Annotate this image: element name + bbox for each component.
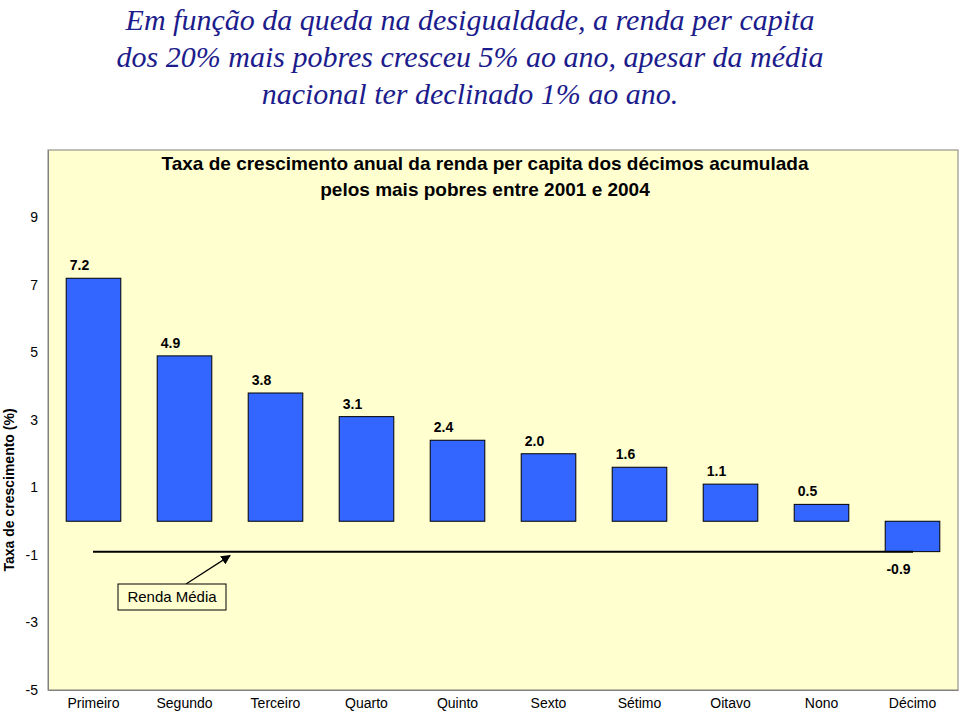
y-tick: -1 xyxy=(26,547,48,563)
data-label: 2.4 xyxy=(434,419,454,435)
bars xyxy=(66,278,940,551)
annotation-box xyxy=(118,584,226,610)
bar xyxy=(157,356,212,521)
x-tick-label: Nono xyxy=(805,695,839,711)
x-tick: Segundo xyxy=(156,690,212,711)
y-axis-title: Taxa de crescimento (%) xyxy=(1,408,17,571)
chart-title: Taxa de crescimento anual da renda per c… xyxy=(162,153,809,174)
headline-line: Em função da queda na desigualdade, a re… xyxy=(125,3,815,36)
data-label: 1.6 xyxy=(616,446,636,462)
y-tick-label: 5 xyxy=(30,344,38,360)
x-axis: Primeiro Segundo Terceiro Quarto Quinto Sexto… xyxy=(49,690,959,711)
headline-line: dos 20% mais pobres cresceu 5% ao ano, a… xyxy=(117,40,824,73)
y-tick: 5 xyxy=(30,344,48,360)
data-label: 4.9 xyxy=(161,335,181,351)
x-tick-label: Segundo xyxy=(156,695,212,711)
data-label: 3.8 xyxy=(252,372,272,388)
bar xyxy=(794,504,849,521)
y-tick: 7 xyxy=(30,277,48,293)
x-tick-label: Quarto xyxy=(345,695,388,711)
y-tick-label: -5 xyxy=(26,682,39,698)
data-label: 3.1 xyxy=(343,396,363,412)
bar xyxy=(703,484,758,521)
y-tick-label: 9 xyxy=(30,209,38,225)
data-labels: 7.2 4.9 3.8 3.1 2.4 2.0 1.6 1.1 0.5 -0.9 xyxy=(70,257,911,576)
x-tick-label: Sétimo xyxy=(618,695,662,711)
x-tick-label: Primeiro xyxy=(67,695,119,711)
bar xyxy=(248,393,303,521)
y-tick: -3 xyxy=(26,614,48,630)
y-axis: -5 -3 -1 1 3 5 7 9 xyxy=(26,151,49,698)
x-tick: Terceiro xyxy=(251,690,301,711)
y-tick-label: -1 xyxy=(26,547,39,563)
bar xyxy=(66,278,121,521)
x-tick: Sétimo xyxy=(618,690,662,711)
bar xyxy=(430,440,485,521)
y-tick: 1 xyxy=(30,479,48,495)
y-axis-line xyxy=(48,151,49,691)
data-label: 0.5 xyxy=(798,483,818,499)
chart-title: pelos mais pobres entre 2001 e 2004 xyxy=(320,179,650,200)
y-tick: 9 xyxy=(30,209,48,225)
x-tick-label: Sexto xyxy=(531,695,567,711)
bar xyxy=(612,467,667,521)
x-tick-label: Quinto xyxy=(437,695,478,711)
plot-area xyxy=(48,150,958,690)
y-tick: -5 xyxy=(26,682,48,698)
data-label: 2.0 xyxy=(525,433,545,449)
x-tick-label: Oitavo xyxy=(710,695,751,711)
y-tick-label: -3 xyxy=(26,614,39,630)
bar xyxy=(339,417,394,522)
y-tick-label: 7 xyxy=(30,277,38,293)
annotation-arrow xyxy=(186,556,230,584)
x-tick: Primeiro xyxy=(67,690,119,711)
reference-annotation: Renda Média xyxy=(118,556,230,610)
data-label: -0.9 xyxy=(886,561,910,577)
bar xyxy=(885,521,940,551)
data-label: 1.1 xyxy=(707,463,727,479)
y-tick: 3 xyxy=(30,412,48,428)
y-tick-label: 1 xyxy=(30,479,38,495)
x-tick: Oitavo xyxy=(710,690,751,711)
bar xyxy=(521,454,576,522)
x-tick-label: Décimo xyxy=(889,695,937,711)
reference-line xyxy=(93,551,913,553)
x-axis-line xyxy=(49,690,959,691)
x-tick: Quinto xyxy=(437,690,478,711)
chart: Em função da queda na desigualdade, a re… xyxy=(0,0,960,717)
x-tick: Décimo xyxy=(889,690,937,711)
x-tick: Nono xyxy=(805,690,839,711)
headline: Em função da queda na desigualdade, a re… xyxy=(117,3,824,110)
x-tick-label: Terceiro xyxy=(251,695,301,711)
data-label: 7.2 xyxy=(70,257,90,273)
headline-line: nacional ter declinado 1% ao ano. xyxy=(262,77,679,110)
annotation-label: Renda Média xyxy=(127,588,217,605)
x-tick: Quarto xyxy=(345,690,388,711)
x-tick: Sexto xyxy=(531,690,567,711)
y-tick-label: 3 xyxy=(30,412,38,428)
